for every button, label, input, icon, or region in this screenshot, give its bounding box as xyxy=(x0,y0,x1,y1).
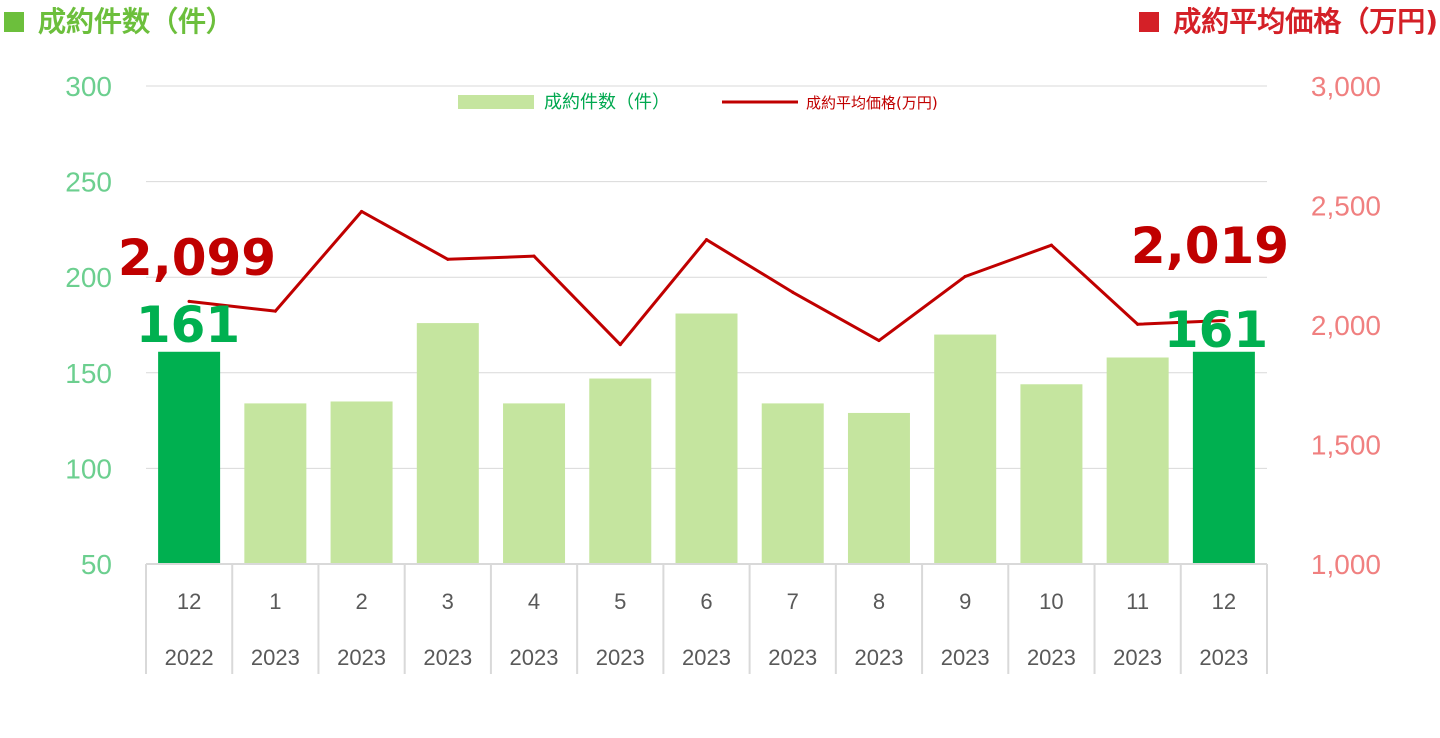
month-label: 3 xyxy=(442,589,454,614)
year-label: 2022 xyxy=(165,645,214,670)
line-segment xyxy=(705,238,795,294)
year-label: 2023 xyxy=(510,645,559,670)
bar xyxy=(503,403,566,564)
line-point xyxy=(187,299,191,303)
bar xyxy=(330,401,393,564)
month-label: 11 xyxy=(1126,589,1149,614)
year-label: 2023 xyxy=(596,645,645,670)
line-point xyxy=(1222,318,1226,322)
month-label: 6 xyxy=(700,589,712,614)
line-segment xyxy=(791,290,881,343)
year-label: 2023 xyxy=(854,645,903,670)
left-tick-label: 100 xyxy=(65,453,112,484)
line-point xyxy=(446,257,450,261)
bar xyxy=(934,334,997,564)
line-point xyxy=(791,290,795,294)
annotation-first-price: 2,099 xyxy=(118,229,276,287)
line-point xyxy=(360,209,364,213)
line-segment xyxy=(187,299,277,313)
line-point xyxy=(963,274,967,278)
line-segment xyxy=(532,254,622,347)
left-tick-label: 150 xyxy=(65,358,112,389)
right-tick-label: 3,000 xyxy=(1311,71,1381,102)
category-axis: 12 2022 1 2023 2 2023 3 2023 4 2023 5 2023 6 2023 7 202… xyxy=(145,563,1268,674)
left-axis: 50 100 150 200 250 300 xyxy=(65,71,112,580)
line-segment xyxy=(273,209,364,313)
right-axis: 1,000 1,500 2,000 2,500 3,000 xyxy=(1311,71,1381,580)
left-axis-title-text: 成約件数（件） xyxy=(38,5,235,38)
line-segment xyxy=(877,274,967,343)
month-label: 12 xyxy=(1212,589,1236,614)
legend: 成約件数（件） 成約平均価格(万円) xyxy=(458,92,938,113)
right-axis-title-text: 成約平均価格（万円) xyxy=(1173,5,1438,38)
month-label: 4 xyxy=(528,589,540,614)
line-point xyxy=(1049,243,1053,247)
year-label: 2023 xyxy=(941,645,990,670)
bar xyxy=(158,351,221,564)
bar xyxy=(1192,351,1255,564)
line-segment xyxy=(360,209,450,261)
line-series xyxy=(187,209,1226,347)
line-point xyxy=(618,343,622,347)
line-segment xyxy=(618,238,708,347)
year-label: 2023 xyxy=(1113,645,1162,670)
legend-bar-swatch xyxy=(458,95,534,109)
bar xyxy=(847,412,910,564)
left-tick-label: 200 xyxy=(65,262,112,293)
bar xyxy=(1020,384,1083,564)
year-label: 2023 xyxy=(251,645,300,670)
year-label: 2023 xyxy=(1199,645,1248,670)
bar xyxy=(416,323,479,564)
line-segment xyxy=(1049,243,1140,326)
line-segment xyxy=(1136,318,1226,326)
year-label: 2023 xyxy=(337,645,386,670)
month-label: 8 xyxy=(873,589,885,614)
month-label: 12 xyxy=(177,589,201,614)
annotations: 2,099 161 2,019 161 xyxy=(118,217,1289,359)
month-label: 7 xyxy=(787,589,799,614)
line-point xyxy=(877,339,881,343)
month-label: 5 xyxy=(614,589,626,614)
line-segment xyxy=(446,254,536,261)
month-label: 10 xyxy=(1039,589,1063,614)
left-tick-label: 50 xyxy=(81,549,112,580)
red-square-icon xyxy=(1139,12,1160,32)
line-point xyxy=(1136,322,1140,326)
right-tick-label: 2,500 xyxy=(1311,191,1381,222)
bar xyxy=(244,403,307,564)
month-label: 9 xyxy=(959,589,971,614)
month-label: 1 xyxy=(269,589,281,614)
bar xyxy=(761,403,824,564)
bar-series xyxy=(158,313,1255,564)
bar xyxy=(1106,357,1169,564)
year-label: 2023 xyxy=(1027,645,1076,670)
left-tick-label: 300 xyxy=(65,71,112,102)
annotation-first-count: 161 xyxy=(136,296,240,354)
right-axis-title: 成約平均価格（万円) xyxy=(1139,2,1438,42)
year-label: 2023 xyxy=(682,645,731,670)
annotation-last-price: 2,019 xyxy=(1131,217,1289,275)
right-tick-label: 1,000 xyxy=(1311,549,1381,580)
line-point xyxy=(273,309,277,313)
annotation-last-count: 161 xyxy=(1164,301,1268,359)
month-label: 2 xyxy=(355,589,367,614)
left-tick-label: 250 xyxy=(65,167,112,198)
legend-bar-label: 成約件数（件） xyxy=(544,92,670,113)
year-label: 2023 xyxy=(768,645,817,670)
line-segment xyxy=(963,243,1053,278)
right-tick-label: 1,500 xyxy=(1311,430,1381,461)
year-label: 2023 xyxy=(423,645,472,670)
bar xyxy=(589,378,652,564)
line-point xyxy=(705,238,708,242)
line-point xyxy=(532,254,536,258)
right-tick-label: 2,000 xyxy=(1311,310,1381,341)
green-square-icon xyxy=(4,12,24,32)
bar xyxy=(675,313,738,564)
legend-line-label: 成約平均価格(万円) xyxy=(806,94,938,112)
left-axis-title: 成約件数（件） xyxy=(4,2,234,42)
